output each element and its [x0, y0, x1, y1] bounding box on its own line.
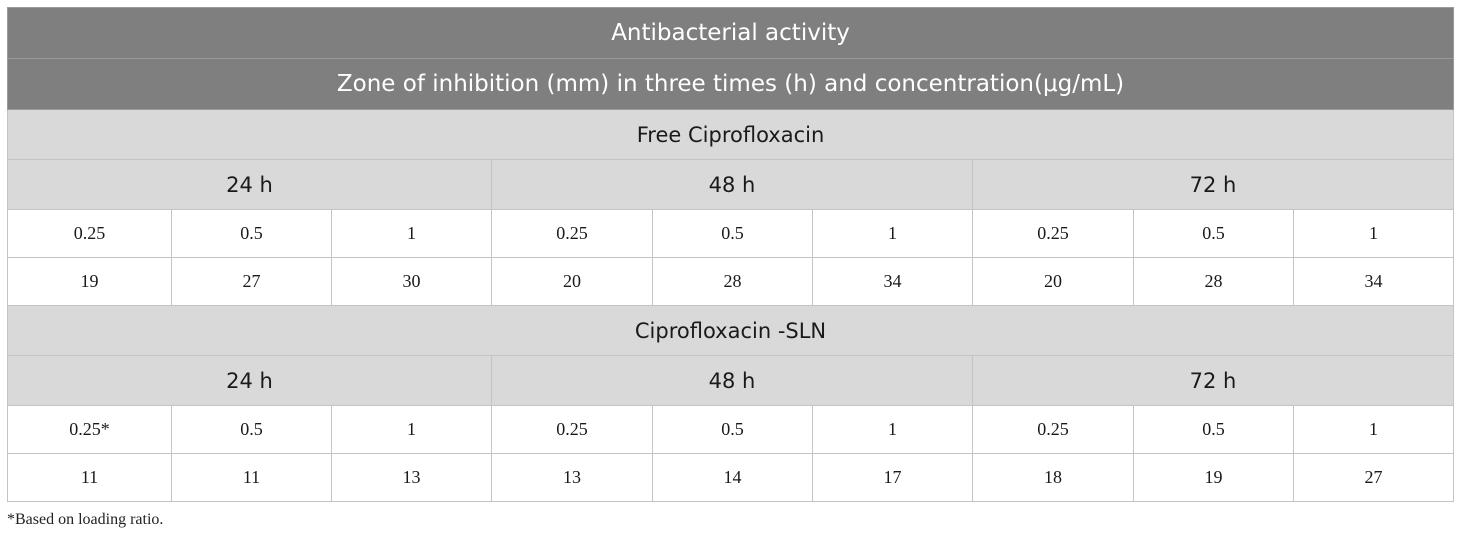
title-row: Antibacterial activity [6, 7, 1455, 59]
concentration-cell: 1 [812, 209, 973, 258]
table-title: Antibacterial activity [6, 7, 1455, 59]
section-title-free-ciprofloxacin: Free Ciprofloxacin [6, 109, 1455, 160]
time-header: 48 h [491, 355, 973, 406]
time-header: 72 h [971, 159, 1455, 210]
time-header: 24 h [7, 355, 492, 406]
concentration-row: 0.25* 0.5 1 0.25 0.5 1 0.25 0.5 1 [7, 405, 1455, 454]
table-footnote: *Based on loading ratio. [7, 511, 164, 528]
value-cell: 13 [331, 453, 492, 502]
value-cell: 17 [812, 453, 973, 502]
inhibition-value-row: 11 11 13 13 14 17 18 19 27 [7, 453, 1455, 502]
value-cell: 18 [972, 453, 1134, 502]
concentration-cell: 0.5 [1133, 209, 1294, 258]
concentration-row: 0.25 0.5 1 0.25 0.5 1 0.25 0.5 1 [7, 209, 1455, 258]
concentration-cell: 0.5 [171, 209, 332, 258]
concentration-cell: 1 [812, 405, 973, 454]
value-cell: 19 [1133, 453, 1294, 502]
table-subtitle: Zone of inhibition (mm) in three times (… [6, 58, 1455, 110]
concentration-cell: 1 [1292, 209, 1455, 258]
concentration-cell: 0.25 [7, 209, 172, 258]
section-header-row: Ciprofloxacin -SLN [6, 305, 1455, 356]
concentration-cell: 0.25 [491, 405, 653, 454]
concentration-cell: 1 [331, 209, 492, 258]
value-cell: 20 [491, 257, 653, 306]
value-cell: 34 [1292, 257, 1455, 306]
concentration-cell: 0.5 [171, 405, 332, 454]
concentration-cell: 0.25 [491, 209, 653, 258]
inhibition-value-row: 19 27 30 20 28 34 20 28 34 [7, 257, 1455, 306]
section-header-row: Free Ciprofloxacin [6, 109, 1455, 160]
concentration-cell: 0.25 [972, 209, 1134, 258]
value-cell: 34 [812, 257, 973, 306]
concentration-cell: 0.5 [1133, 405, 1294, 454]
concentration-cell: 0.25* [7, 405, 172, 454]
section-title-ciprofloxacin-sln: Ciprofloxacin -SLN [6, 305, 1455, 356]
time-header-row: 24 h 48 h 72 h [7, 355, 1455, 406]
value-cell: 30 [331, 257, 492, 306]
value-cell: 13 [491, 453, 653, 502]
value-cell: 20 [972, 257, 1134, 306]
value-cell: 14 [652, 453, 813, 502]
concentration-cell: 0.5 [652, 405, 813, 454]
value-cell: 27 [1292, 453, 1455, 502]
value-cell: 27 [171, 257, 332, 306]
value-cell: 28 [652, 257, 813, 306]
concentration-cell: 0.5 [652, 209, 813, 258]
time-header: 24 h [7, 159, 492, 210]
value-cell: 19 [7, 257, 172, 306]
value-cell: 28 [1133, 257, 1294, 306]
subtitle-row: Zone of inhibition (mm) in three times (… [6, 58, 1455, 110]
antibacterial-activity-table: Antibacterial activity Zone of inhibitio… [6, 7, 1455, 502]
value-cell: 11 [171, 453, 332, 502]
concentration-cell: 1 [1292, 405, 1455, 454]
time-header-row: 24 h 48 h 72 h [7, 159, 1455, 210]
results-table-container: Antibacterial activity Zone of inhibitio… [6, 7, 1455, 502]
concentration-cell: 0.25 [972, 405, 1134, 454]
time-header: 48 h [491, 159, 973, 210]
concentration-cell: 1 [331, 405, 492, 454]
time-header: 72 h [971, 355, 1455, 406]
value-cell: 11 [7, 453, 172, 502]
